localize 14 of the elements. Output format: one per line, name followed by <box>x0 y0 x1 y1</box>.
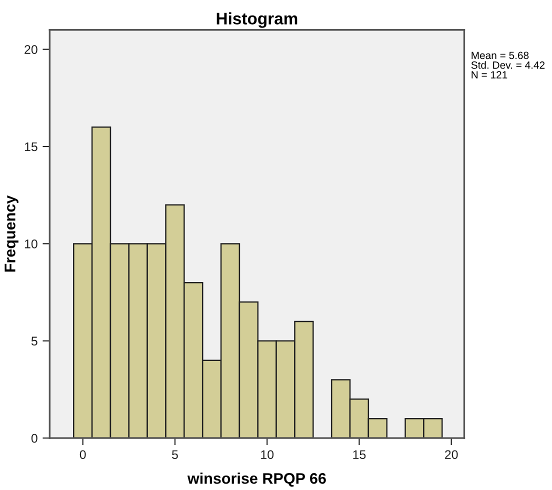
y-tick-label: 5 <box>31 336 38 346</box>
x-tick-label: 5 <box>172 450 178 460</box>
y-axis-title: Frequency <box>4 195 18 272</box>
x-tick-label: 10 <box>261 450 274 460</box>
y-tick-label: 10 <box>24 239 38 248</box>
text: Mean = 5.68 Std. Dev. = 4.42 N = 121 <box>471 52 545 78</box>
x-tick-label: 20 <box>445 450 458 460</box>
x-axis-title: winsorise RPQP 66 <box>187 472 326 487</box>
x-tick-label: 15 <box>353 450 366 460</box>
y-tick-label: 15 <box>24 142 38 152</box>
y-tick-label: 20 <box>24 45 38 54</box>
y-tick-label: 0 <box>31 434 38 443</box>
x-tick-label: 0 <box>80 450 86 460</box>
chart-title: Histogram <box>216 12 298 28</box>
